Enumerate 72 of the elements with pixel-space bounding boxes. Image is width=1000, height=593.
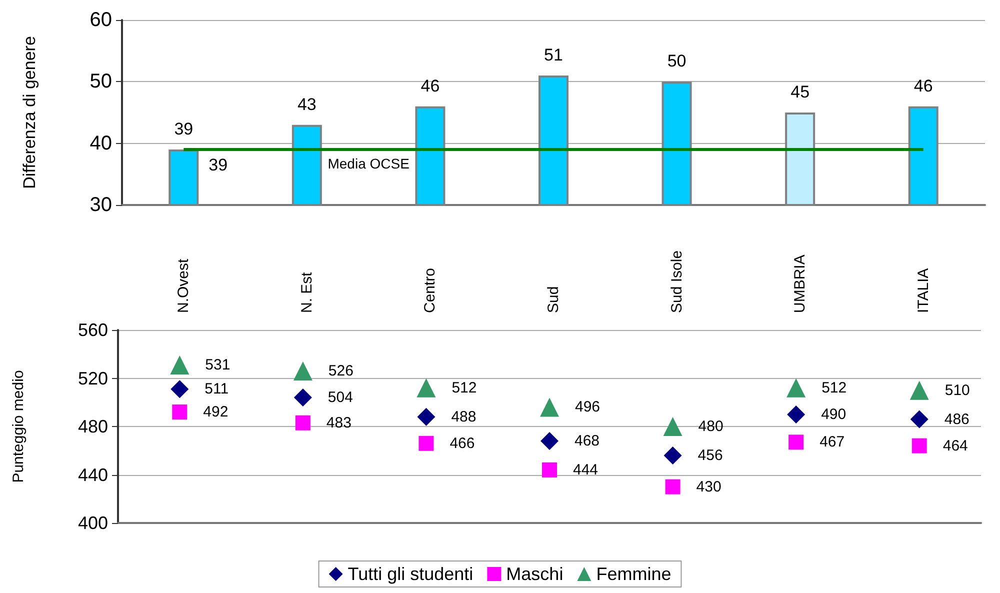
data-label: 46 bbox=[420, 76, 440, 96]
data-label: 504 bbox=[328, 389, 353, 406]
y-tick-label: 30 bbox=[90, 194, 112, 216]
point bbox=[540, 398, 559, 417]
x-tick-label: Centro bbox=[422, 268, 439, 313]
y-axis-title: Differenza di genere bbox=[20, 36, 39, 189]
data-label: 466 bbox=[450, 434, 475, 452]
point bbox=[910, 380, 929, 400]
data-label: 51 bbox=[544, 46, 563, 64]
point bbox=[294, 388, 312, 407]
data-label: 39 bbox=[174, 120, 194, 138]
data-label: 486 bbox=[944, 410, 970, 428]
point bbox=[910, 410, 928, 428]
point bbox=[788, 434, 804, 450]
x-tick-label: Sud Isole bbox=[668, 250, 686, 313]
legend-label: Tutti gli studenti bbox=[348, 564, 474, 584]
y-tick-label: 40 bbox=[90, 132, 112, 154]
point bbox=[170, 380, 189, 398]
data-label: 43 bbox=[297, 94, 316, 114]
data-label: 511 bbox=[204, 380, 229, 398]
data-label: 483 bbox=[326, 414, 352, 432]
y-tick-label: 560 bbox=[78, 320, 108, 340]
legend-label: Maschi bbox=[506, 564, 564, 584]
x-tick-label: Sud bbox=[545, 286, 562, 313]
data-label: 492 bbox=[203, 404, 228, 421]
data-label: 490 bbox=[821, 406, 846, 423]
data-label: 467 bbox=[820, 434, 845, 451]
point bbox=[912, 438, 927, 454]
ref-line-label: Media OCSE bbox=[328, 156, 410, 172]
y-tick-label: 400 bbox=[78, 513, 108, 533]
point bbox=[417, 408, 436, 426]
y-tick-label: 480 bbox=[78, 416, 108, 436]
point bbox=[293, 362, 312, 381]
y-tick-label: 520 bbox=[78, 368, 108, 388]
data-label: 468 bbox=[574, 432, 600, 450]
data-label: 464 bbox=[942, 437, 968, 454]
data-label: 480 bbox=[698, 418, 724, 435]
point bbox=[416, 378, 436, 398]
data-label: 512 bbox=[822, 379, 847, 396]
data-label: 526 bbox=[328, 362, 354, 380]
point bbox=[664, 446, 682, 464]
point bbox=[295, 415, 310, 430]
data-label: 50 bbox=[667, 52, 686, 71]
y-tick-label: 440 bbox=[78, 464, 108, 485]
data-label: 46 bbox=[914, 76, 933, 96]
data-label: 488 bbox=[451, 408, 476, 426]
x-tick-label: N.Ovest bbox=[175, 258, 192, 313]
data-label: 531 bbox=[205, 356, 230, 374]
x-tick-label: ITALIA bbox=[914, 268, 932, 313]
annotation: 39 bbox=[208, 156, 228, 174]
point bbox=[663, 417, 682, 436]
data-label: 496 bbox=[575, 398, 600, 416]
point bbox=[542, 462, 557, 478]
y-tick-label: 50 bbox=[90, 70, 112, 93]
point bbox=[787, 405, 806, 424]
data-label: 510 bbox=[944, 382, 970, 399]
y-axis-title: Punteggio medio bbox=[10, 370, 27, 483]
data-label: 45 bbox=[790, 82, 810, 102]
point bbox=[172, 404, 188, 420]
y-tick-label: 60 bbox=[90, 9, 112, 31]
data-label: 444 bbox=[573, 461, 598, 478]
point bbox=[665, 479, 680, 494]
x-tick-label: UMBRIA bbox=[792, 254, 809, 313]
data-label: 512 bbox=[452, 379, 477, 396]
x-tick-label: N. Est bbox=[298, 271, 316, 313]
legend-label: Femmine bbox=[596, 564, 672, 584]
data-label: 430 bbox=[696, 478, 722, 496]
point bbox=[418, 436, 434, 451]
point bbox=[170, 355, 190, 374]
point bbox=[540, 432, 558, 450]
data-label: 456 bbox=[698, 446, 723, 464]
point bbox=[786, 378, 806, 398]
